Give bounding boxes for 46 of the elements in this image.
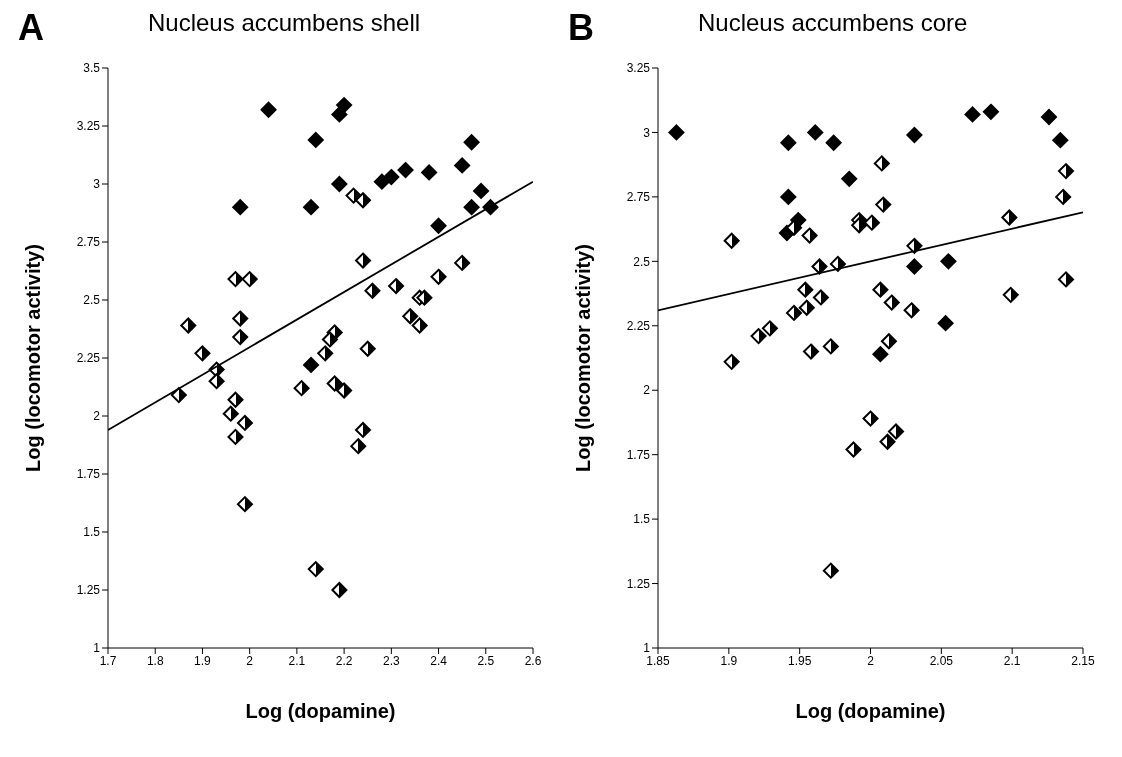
x-axis-title: Log (dopamine) xyxy=(795,700,946,722)
text: A xyxy=(17,7,45,48)
y-axis-title: Log (locomotor activity) xyxy=(572,244,595,472)
y-tick-label: 2.5 xyxy=(83,293,101,308)
y-axis-title: Log (locomotor activity) xyxy=(22,244,45,472)
y-tick-label: 2 xyxy=(93,409,101,424)
x-tick-label: 2 xyxy=(246,653,254,668)
x-tick-label: 2.5 xyxy=(477,653,495,668)
x-tick-label: 1.8 xyxy=(146,653,164,668)
x-tick-label: 1.85 xyxy=(646,653,670,668)
y-tick-label: 2 xyxy=(643,383,651,398)
y-tick-label: 1 xyxy=(93,641,101,656)
x-tick-label: 2 xyxy=(867,653,875,668)
y-tick-label: 2.75 xyxy=(76,235,101,250)
y-tick-label: 3.25 xyxy=(76,119,101,134)
x-tick-label: 2.15 xyxy=(1071,653,1095,668)
x-tick-label: 2.3 xyxy=(382,653,400,668)
x-tick-label: 2.4 xyxy=(430,653,448,668)
y-tick-label: 2.75 xyxy=(626,190,651,205)
chart-title: Nucleus accumbens core xyxy=(698,8,968,38)
y-tick-label: 1.75 xyxy=(626,447,651,462)
y-tick-label: 2.25 xyxy=(76,351,101,366)
y-tick-label: 3 xyxy=(93,177,101,192)
x-tick-label: 2.1 xyxy=(288,653,306,668)
y-tick-label: 3.5 xyxy=(83,61,101,76)
y-tick-label: 3 xyxy=(643,125,651,140)
y-tick-label: 1 xyxy=(643,641,651,656)
x-tick-label: 1.7 xyxy=(99,653,117,668)
x-tick-label: 2.2 xyxy=(335,653,353,668)
x-tick-label: 2.1 xyxy=(1003,653,1021,668)
y-tick-label: 1.5 xyxy=(633,512,651,527)
y-tick-label: 3.25 xyxy=(626,61,651,76)
x-tick-label: 1.9 xyxy=(194,653,212,668)
y-tick-label: 1.25 xyxy=(76,583,101,598)
y-tick-label: 1.5 xyxy=(83,525,101,540)
x-tick-label: 1.95 xyxy=(787,653,812,668)
y-tick-label: 2.25 xyxy=(626,319,651,334)
x-tick-label: 2.6 xyxy=(524,653,542,668)
x-tick-label: 1.9 xyxy=(720,653,738,668)
chart-title: Nucleus accumbens shell xyxy=(148,8,421,38)
x-axis-title: Log (dopamine) xyxy=(245,700,396,722)
y-tick-label: 1.75 xyxy=(76,467,101,482)
y-tick-label: 2.5 xyxy=(633,254,651,269)
text: B xyxy=(567,7,595,48)
x-tick-label: 2.05 xyxy=(929,653,954,668)
y-tick-label: 1.25 xyxy=(626,576,651,591)
